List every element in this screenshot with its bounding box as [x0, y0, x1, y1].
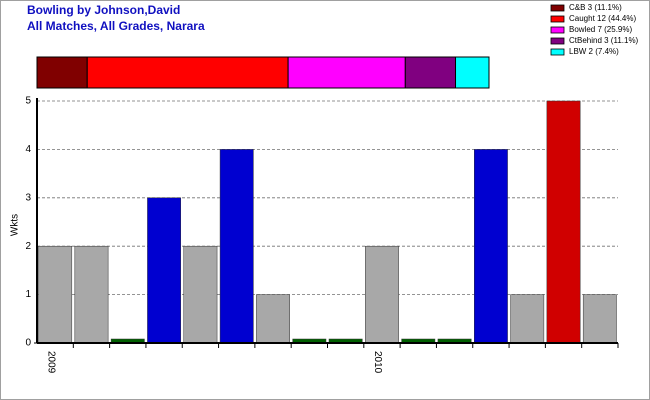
bar [365, 245, 399, 344]
y-tick-label: 4 [25, 144, 31, 155]
chart-subtitle: All Matches, All Grades, Narara [27, 19, 205, 33]
legend-swatch [550, 26, 565, 34]
legend-label: LBW 2 (7.4%) [569, 47, 619, 56]
stack-segment [455, 56, 490, 89]
bar [546, 100, 581, 344]
bar [38, 245, 73, 344]
chart-title: Bowling by Johnson,David [27, 3, 180, 17]
bar [474, 149, 508, 344]
legend-swatch [550, 4, 565, 12]
legend-label: CtBehind 3 (11.1%) [569, 36, 639, 45]
y-tick-label: 1 [25, 289, 31, 300]
stack-segment [404, 56, 457, 89]
legend-label: Caught 12 (44.4%) [569, 14, 636, 23]
bar [183, 245, 218, 344]
bar [510, 294, 545, 344]
legend-swatch [550, 15, 565, 23]
y-tick-label: 3 [25, 192, 31, 203]
bar [74, 245, 109, 344]
y-axis-label: Wkts [10, 214, 21, 236]
stack-segment [86, 56, 289, 89]
y-tick-label: 2 [25, 241, 31, 252]
legend-swatch [550, 37, 565, 45]
bar [256, 294, 290, 344]
x-tick-label: 2010 [372, 351, 383, 374]
legend-label: Bowled 7 (25.9%) [569, 25, 632, 34]
x-tick-label: 2009 [45, 351, 56, 374]
legend-label: C&B 3 (11.1%) [569, 3, 622, 12]
y-tick-label: 5 [25, 96, 31, 107]
bar [147, 197, 181, 344]
bar [219, 149, 254, 344]
y-tick-label: 0 [25, 338, 31, 349]
stack-segment [36, 56, 88, 89]
stack-segment [287, 56, 406, 89]
legend-swatch [550, 48, 565, 56]
bar [582, 294, 617, 344]
